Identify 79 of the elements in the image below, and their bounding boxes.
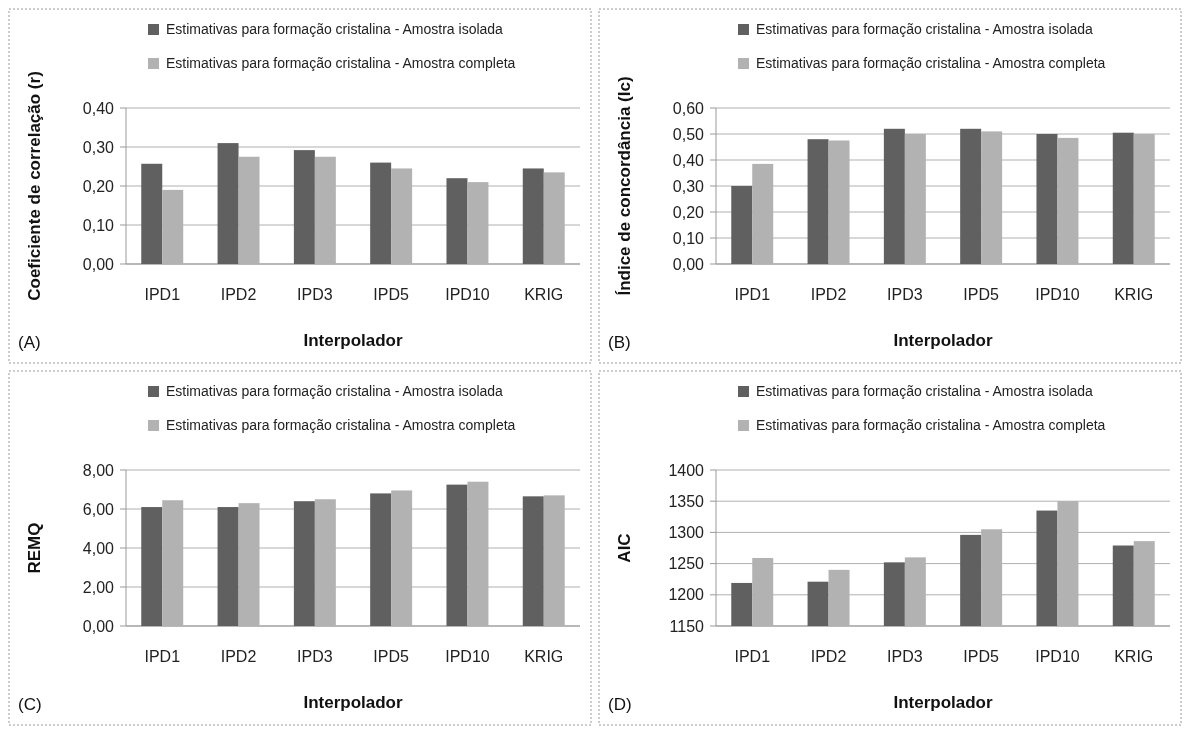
legend-label: Estimativas para formação cristalina - Amostra completa: [166, 417, 516, 433]
bar: [1112, 132, 1134, 264]
legend-label: Estimativas para formação cristalina - Amostra isolada: [166, 383, 504, 399]
legend-label: Estimativas para formação cristalina - Amostra completa: [756, 417, 1106, 433]
y-tick-label: 0,10: [82, 216, 115, 234]
x-axis-title: Interpolador: [893, 693, 993, 712]
y-tick-label: 0,40: [82, 99, 115, 117]
legend-label: Estimativas para formação cristalina - Amostra isolada: [756, 21, 1094, 37]
bar: [293, 150, 315, 264]
legend-label: Estimativas para formação cristalina - Amostra completa: [166, 55, 516, 71]
bar: [731, 186, 753, 264]
y-tick-label: 6,00: [82, 500, 115, 518]
x-tick-label: IPD1: [734, 286, 771, 303]
x-tick-label: IPD1: [734, 648, 771, 665]
y-tick-label: 0,50: [672, 125, 705, 143]
y-tick-label: 1200: [668, 586, 705, 604]
y-tick-label: 0,20: [672, 203, 705, 221]
y-tick-label: 0,40: [672, 151, 705, 169]
x-tick-label: IPD5: [963, 286, 1000, 303]
bar: [522, 168, 544, 264]
y-tick-label: 1350: [668, 492, 705, 510]
legend-label: Estimativas para formação cristalina - Amostra isolada: [756, 383, 1094, 399]
y-tick-label: 0,30: [82, 138, 115, 156]
x-tick-label: IPD3: [297, 286, 333, 303]
y-tick-label: 0,60: [672, 99, 705, 117]
bar: [807, 139, 829, 264]
x-tick-label: IPD10: [1035, 286, 1080, 303]
legend-label: Estimativas para formação cristalina - Amostra completa: [756, 55, 1106, 71]
x-tick-label: IPD1: [144, 648, 181, 665]
y-tick-label: 4,00: [82, 539, 115, 557]
x-tick-label: IPD3: [297, 648, 333, 665]
x-tick-label: IPD2: [810, 286, 847, 303]
bar: [1036, 134, 1058, 264]
x-tick-label: IPD3: [887, 648, 923, 665]
y-axis-title: Índice de concordância (Ic): [615, 76, 634, 296]
x-tick-label: KRIG: [524, 286, 564, 303]
x-tick-label: IPD10: [445, 648, 490, 665]
y-tick-label: 0,00: [82, 255, 115, 273]
text: (D): [608, 695, 632, 714]
x-tick-label: KRIG: [524, 648, 564, 665]
x-tick-label: IPD10: [1035, 648, 1080, 665]
bar: [960, 128, 982, 264]
x-tick-label: IPD5: [373, 286, 410, 303]
x-tick-label: IPD10: [445, 286, 490, 303]
y-tick-label: 0,20: [82, 177, 115, 195]
y-axis-title: REMQ: [25, 522, 44, 574]
y-tick-label: 0,00: [82, 617, 115, 635]
bar: [141, 163, 163, 264]
x-tick-label: IPD2: [810, 648, 847, 665]
y-tick-label: 2,00: [82, 578, 115, 596]
y-tick-label: 1250: [668, 555, 705, 573]
text: (C): [18, 695, 42, 714]
bar: [370, 162, 392, 264]
y-axis-title: AIC: [615, 533, 634, 563]
x-tick-label: KRIG: [1114, 286, 1154, 303]
y-tick-label: 1400: [668, 461, 705, 479]
bar: [883, 128, 905, 264]
y-tick-label: 1150: [669, 617, 705, 635]
text: (A): [18, 333, 41, 352]
y-tick-label: 0,30: [672, 177, 705, 195]
x-tick-label: KRIG: [1114, 648, 1154, 665]
x-tick-label: IPD2: [220, 286, 257, 303]
x-axis-title: Interpolador: [303, 331, 403, 350]
y-tick-label: 0,00: [672, 255, 705, 273]
x-axis-title: Interpolador: [893, 331, 993, 350]
x-tick-label: IPD5: [963, 648, 1000, 665]
x-tick-label: IPD1: [144, 286, 181, 303]
y-tick-label: 1300: [668, 524, 705, 541]
x-tick-label: IPD2: [220, 648, 257, 665]
y-tick-label: 8,00: [82, 461, 115, 479]
y-tick-label: 0,10: [672, 229, 705, 247]
x-tick-label: IPD5: [373, 648, 410, 665]
bar: [446, 178, 468, 264]
y-axis-title: Coeficiente de correlação (r): [25, 71, 44, 301]
legend-label: Estimativas para formação cristalina - Amostra isolada: [166, 21, 504, 37]
x-axis-title: Interpolador: [303, 693, 403, 712]
text: (B): [608, 333, 631, 352]
bar: [217, 143, 239, 264]
x-tick-label: IPD3: [887, 286, 923, 303]
